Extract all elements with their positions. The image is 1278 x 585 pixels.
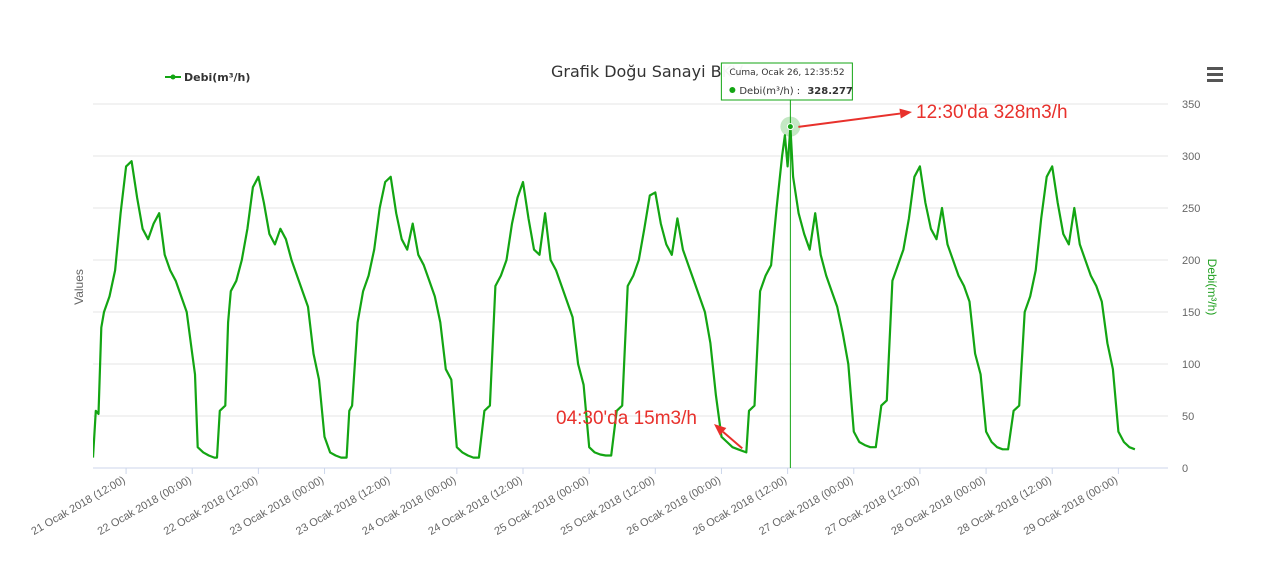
tooltip-value: 328.277: [807, 86, 853, 97]
tooltip-series-dot: [729, 87, 736, 93]
y-tick-label: 0: [1182, 463, 1188, 475]
y-axis-title-right: Debi(m³/h): [1205, 259, 1219, 316]
y-tick-label: 350: [1182, 99, 1200, 111]
y-tick-label: 150: [1182, 307, 1200, 319]
annotation-max: 12:30'da 328m3/h: [916, 102, 1068, 123]
annotation-arrow-min: [714, 424, 743, 450]
tooltip-series-label: Debi(m³/h) :: [739, 86, 800, 97]
legend[interactable]: Debi(m³/h): [165, 71, 250, 84]
hamburger-menu-icon[interactable]: [1207, 67, 1223, 82]
series-line-debi[interactable]: [93, 125, 1136, 459]
y-tick-label: 300: [1182, 151, 1200, 163]
annotation-min: 04:30'da 15m3/h: [556, 408, 697, 429]
annotation-arrow-max: [798, 108, 912, 128]
tooltip-box: [720, 62, 853, 101]
gridlines: [93, 103, 1168, 417]
tooltip-body: Debi(m³/h) : 328.277: [739, 86, 853, 97]
y-tick-label: 250: [1182, 203, 1200, 215]
chart-title: Grafik Doğu Sanayi BKV: [551, 62, 743, 81]
hover-point[interactable]: [786, 123, 794, 131]
legend-series-dot: [170, 74, 176, 80]
y-axis-ticks: 0 50 100 150 200 250 300 350: [1182, 99, 1200, 475]
y-axis-title-left: Values: [72, 269, 86, 305]
legend-series-label: Debi(m³/h): [184, 71, 250, 84]
tooltip: Cuma, Ocak 26, 12:35:52 Debi(m³/h) : 328…: [720, 62, 853, 101]
y-tick-label: 100: [1182, 359, 1200, 371]
y-tick-label: 50: [1182, 411, 1194, 423]
tooltip-header: Cuma, Ocak 26, 12:35:52: [729, 68, 844, 78]
y-tick-label: 200: [1182, 255, 1200, 267]
x-axis-ticks: 21 Ocak 2018 (12:00)22 Ocak 2018 (00:00)…: [29, 468, 1120, 538]
